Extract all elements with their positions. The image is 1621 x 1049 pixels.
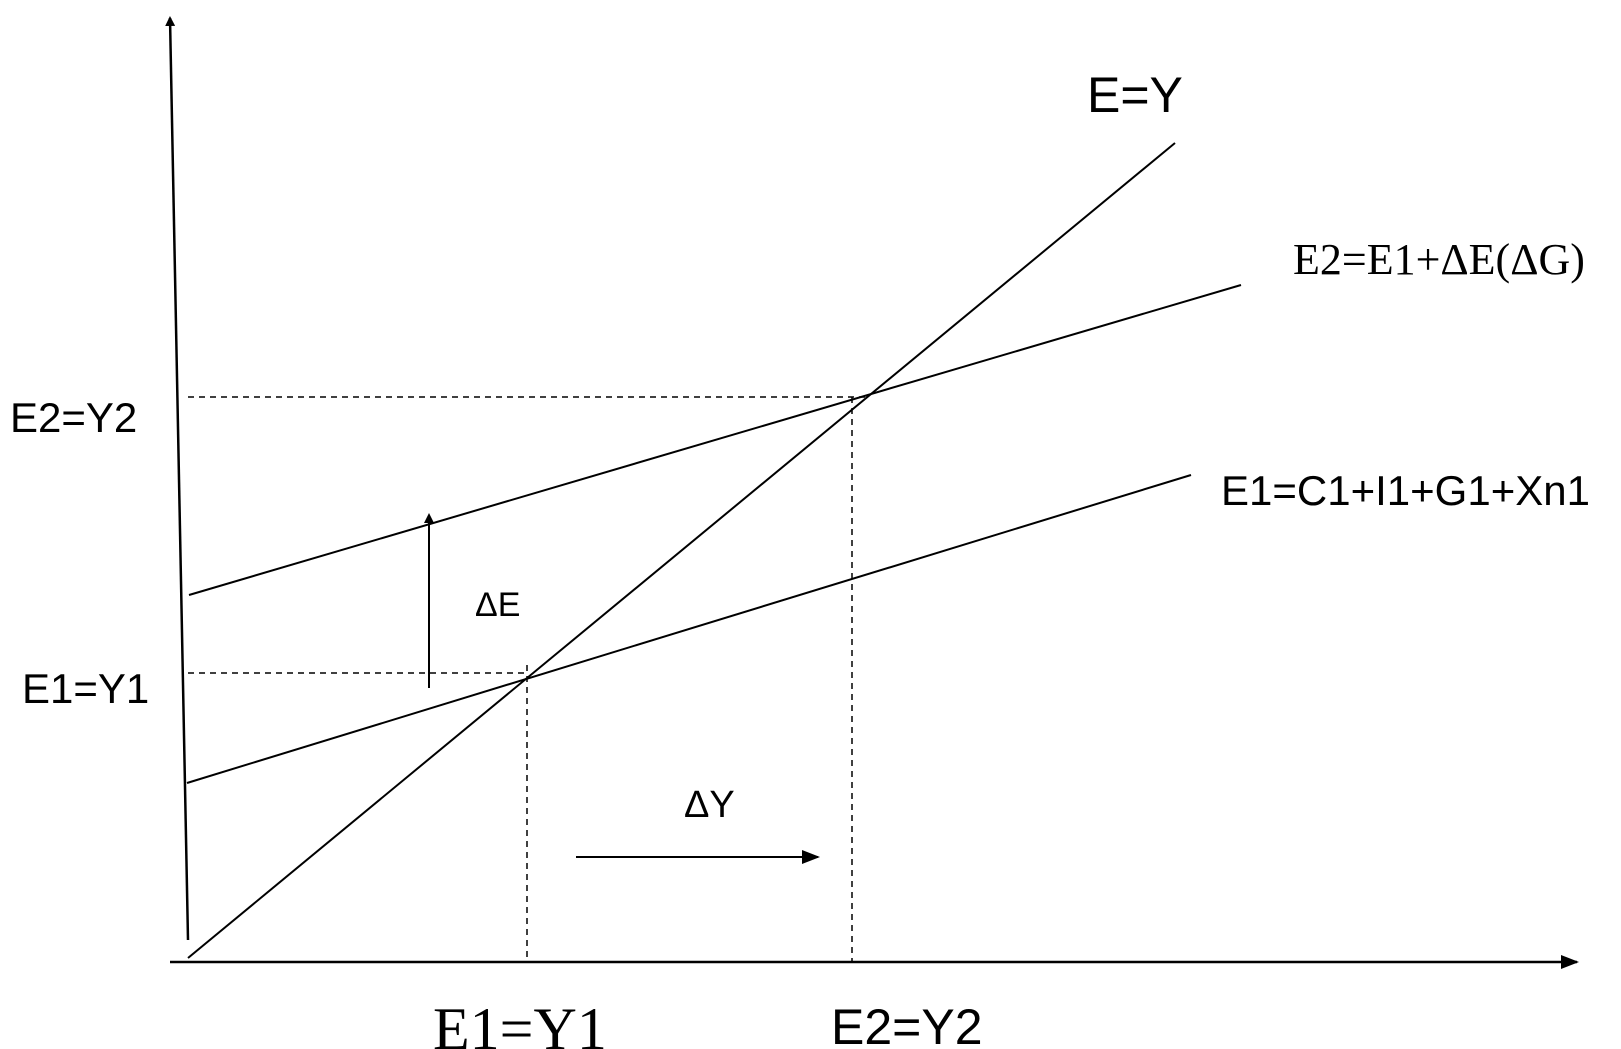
e2-expenditure-line [188,284,1242,596]
ey-line-label: E=Y [1087,67,1183,123]
e1-expenditure-line [186,474,1192,784]
y-axis-label-e2: E2=Y2 [10,394,137,441]
x-axis-label-e1: E1=Y1 [433,996,607,1049]
y-axis-label-e1: E1=Y1 [22,665,149,712]
e2-line-label: E2=E1+ΔE(ΔG) [1293,235,1585,284]
delta-y-label: ΔY [684,784,735,826]
x-axis-label-e2: E2=Y2 [831,999,983,1049]
y-axis [165,16,190,941]
ey-line [187,142,1176,959]
e1-line-label: E1=C1+I1+G1+Xn1 [1221,467,1590,514]
delta-e-label: ΔE [475,586,520,624]
